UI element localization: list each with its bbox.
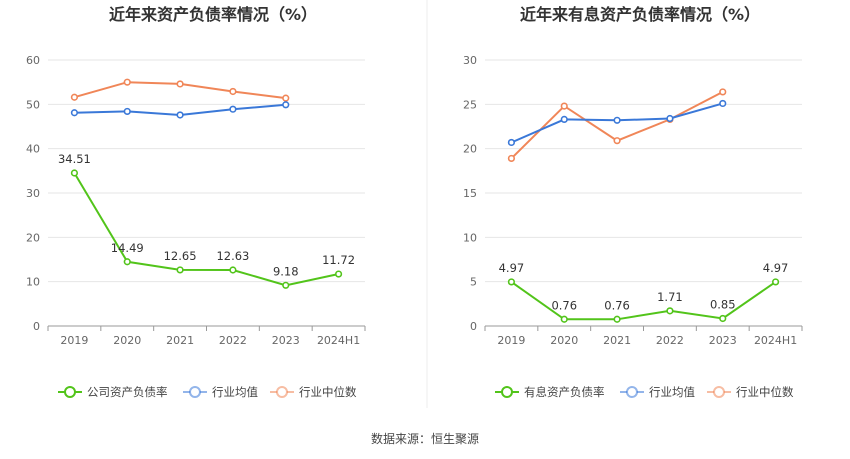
x-tick-label: 2022 — [219, 334, 247, 347]
data-point — [507, 154, 516, 163]
data-point — [176, 111, 184, 119]
y-tick-label: 30 — [26, 187, 40, 200]
plot-left: 0 10 20 30 40 50 60 2019 2020 2021 2022 2023 2024H1 3… — [26, 54, 366, 347]
data-point — [70, 169, 79, 177]
y-tick-label: 40 — [26, 143, 40, 156]
data-point — [666, 114, 674, 123]
data-label: 12.65 — [164, 249, 197, 263]
data-label: 1.71 — [657, 290, 683, 304]
legend-label: 行业均值 — [212, 385, 258, 399]
legend-swatch-marker — [189, 386, 201, 398]
data-point — [613, 315, 621, 323]
y-tick-label: 0 — [470, 320, 477, 333]
data-point — [613, 137, 621, 145]
data-point — [70, 109, 79, 117]
data-point — [123, 258, 131, 266]
x-tick-label: 2023 — [272, 334, 300, 347]
y-tick-label: 25 — [463, 98, 477, 111]
legend-swatch-marker — [276, 386, 288, 398]
data-point — [229, 266, 237, 274]
legend-right: 有息资产负债率 行业均值 行业中位数 — [495, 385, 794, 399]
data-label: 11.72 — [322, 253, 355, 267]
legend-swatch-marker — [713, 386, 725, 398]
y-tick-label: 10 — [463, 231, 477, 244]
y-tick-label: 15 — [463, 187, 477, 200]
plot-right: 0 5 10 15 20 25 30 2019 2020 2021 2022 2023 2024H1 4.… — [463, 54, 803, 347]
data-label: 34.51 — [58, 152, 91, 166]
data-point — [719, 314, 727, 323]
legend-label: 公司资产负债率 — [87, 385, 168, 399]
data-label: 4.97 — [763, 261, 789, 275]
data-point — [719, 88, 727, 96]
data-point — [229, 87, 237, 96]
legend-label: 有息资产负债率 — [524, 385, 605, 399]
x-tick-label: 2023 — [709, 334, 737, 347]
data-point — [719, 99, 727, 108]
data-point — [123, 78, 131, 86]
data-point — [123, 107, 131, 116]
x-tick-label: 2019 — [497, 334, 525, 347]
data-point — [334, 270, 343, 278]
data-point — [70, 93, 79, 101]
data-point — [560, 115, 568, 124]
legend-swatch-marker — [501, 386, 513, 398]
x-tick-label: 2024H1 — [317, 334, 360, 347]
y-tick-label: 50 — [26, 98, 40, 111]
data-point — [282, 101, 290, 109]
data-label: 0.76 — [604, 298, 630, 312]
y-tick-label: 10 — [26, 276, 40, 289]
data-point — [176, 266, 184, 274]
data-label: 0.76 — [551, 298, 577, 312]
x-tick-label: 2019 — [60, 334, 88, 347]
y-tick-label: 0 — [33, 320, 40, 333]
data-source-note: 数据来源：恒生聚源 — [371, 431, 479, 446]
data-point — [666, 307, 674, 315]
data-label: 14.49 — [111, 241, 144, 255]
x-tick-label: 2024H1 — [754, 334, 797, 347]
data-point — [771, 278, 780, 286]
chart-title-left: 近年来资产负债率情况（%） — [109, 5, 317, 24]
legend-label: 行业中位数 — [299, 385, 357, 399]
x-tick-label: 2020 — [550, 334, 578, 347]
y-tick-label: 5 — [470, 276, 477, 289]
data-point — [282, 281, 290, 289]
data-point — [229, 105, 237, 113]
y-tick-label: 60 — [26, 54, 40, 67]
legend-swatch-marker — [626, 386, 638, 398]
legend-swatch-marker — [64, 386, 76, 398]
data-point — [282, 94, 290, 102]
data-label: 12.63 — [216, 249, 249, 263]
data-point — [560, 102, 568, 110]
data-label: 4.97 — [499, 261, 525, 275]
legend-label: 行业均值 — [649, 385, 695, 399]
y-tick-label: 20 — [26, 231, 40, 244]
chart-title-right: 近年来有息资产负债率情况（%） — [520, 5, 760, 24]
series-line-0 — [510, 281, 777, 321]
data-point — [560, 315, 568, 323]
data-label: 0.85 — [710, 297, 736, 311]
data-point — [507, 278, 516, 286]
data-point — [507, 138, 516, 147]
legend-left: 公司资产负债率 行业均值 行业中位数 — [58, 385, 357, 399]
x-tick-label: 2021 — [166, 334, 194, 347]
series-line-0 — [73, 172, 339, 287]
data-label: 9.18 — [273, 264, 299, 278]
data-point — [176, 80, 184, 88]
x-tick-label: 2022 — [656, 334, 684, 347]
x-tick-label: 2021 — [603, 334, 631, 347]
y-tick-label: 30 — [463, 54, 477, 67]
data-point — [613, 116, 621, 124]
legend-label: 行业中位数 — [736, 385, 794, 399]
x-tick-label: 2020 — [113, 334, 141, 347]
y-tick-label: 20 — [463, 143, 477, 156]
